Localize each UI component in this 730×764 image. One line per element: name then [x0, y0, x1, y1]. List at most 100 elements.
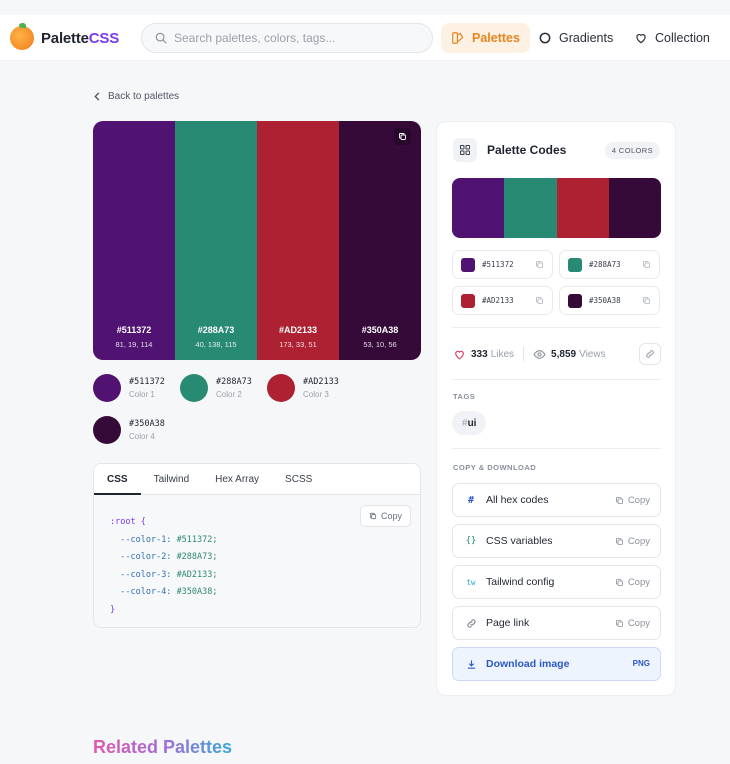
copy-icon [615, 538, 623, 545]
colors-count-badge: 4 COLORS [604, 142, 660, 159]
swatch-4[interactable]: #350A38 53, 10, 56 [339, 121, 421, 360]
chip-hex: #511372 [129, 377, 165, 387]
tab-scss[interactable]: SCSS [285, 473, 313, 485]
search-icon [155, 32, 167, 44]
back-label: Back to palettes [108, 91, 180, 102]
related-palettes-heading: Related Palettes [93, 737, 233, 757]
code-prop: --color-1: [120, 534, 172, 545]
heart-icon [636, 34, 646, 44]
color-chip-3[interactable]: #AD2133 Color 3 [267, 374, 339, 402]
copy-palette-button[interactable] [394, 128, 411, 145]
copy-code-button[interactable]: Copy [359, 505, 411, 527]
share-link-button[interactable] [639, 343, 661, 365]
mini-swatch [608, 178, 661, 238]
copy-page-link-button[interactable]: Page link Copy [452, 606, 661, 640]
swatch-hex: #350A38 [361, 325, 399, 335]
nav-palettes[interactable]: Palettes [441, 23, 530, 53]
circle-icon [539, 32, 551, 44]
tab-hex-array[interactable]: Hex Array [215, 473, 260, 485]
color-dot [180, 374, 208, 402]
back-link[interactable]: Back to palettes [94, 91, 179, 102]
hex-chip-text: #511372 [482, 260, 514, 269]
copy-icon [369, 512, 377, 520]
code-prop: --color-2: [120, 552, 172, 562]
download-format: PNG [632, 659, 650, 668]
hex-chip-text: #AD2133 [482, 296, 514, 305]
logo[interactable]: PaletteCSS [10, 23, 120, 50]
heart-icon[interactable] [453, 348, 466, 361]
swatch-1[interactable]: #511372 81, 19, 114 [93, 121, 175, 360]
tab-tailwind[interactable]: Tailwind [153, 473, 190, 485]
action-label: All hex codes [486, 494, 549, 506]
swatch-rgb: 81, 19, 114 [115, 340, 153, 349]
code-tabs: CSS Tailwind Hex Array SCSS [94, 464, 420, 495]
chevron-left-icon [94, 92, 100, 101]
link-icon [646, 350, 654, 358]
color-dot [93, 416, 121, 444]
code-selector: :root { [110, 517, 146, 527]
swatch-rgb: 173, 33, 51 [279, 340, 317, 349]
app-name: PaletteCSS [41, 29, 120, 47]
copy-all-hex-button[interactable]: # All hex codes Copy [452, 483, 661, 517]
action-copy-label: Copy [627, 618, 650, 629]
action-copy: Copy [615, 536, 650, 547]
swatch-hex: #288A73 [197, 325, 235, 335]
color-chip-2[interactable]: #288A73 Color 2 [180, 374, 252, 402]
code-value: #288A73; [176, 552, 218, 562]
mini-palette [452, 178, 661, 238]
color-chip-1[interactable]: #511372 Color 1 [93, 374, 165, 402]
swatch-hex: #AD2133 [278, 325, 318, 335]
views-label: Views [579, 348, 606, 360]
chip-hex: #AD2133 [303, 377, 339, 387]
tag-ui[interactable]: # ui [452, 411, 487, 435]
copy-css-variables-button[interactable]: {} CSS variables Copy [452, 524, 661, 558]
hex-chip-1[interactable]: #511372 [452, 250, 553, 279]
mini-swatch [556, 178, 609, 238]
copy-icon [643, 297, 650, 304]
copy-tailwind-config-button[interactable]: tw Tailwind config Copy [452, 565, 661, 599]
action-copy-label: Copy [627, 536, 650, 547]
search-bar[interactable] [141, 23, 433, 53]
hex-chip-3[interactable]: #AD2133 [452, 286, 553, 315]
code-value: #350A38; [176, 587, 218, 597]
palette-codes-panel: Palette Codes 4 COLORS #511372 #288A73 #… [436, 121, 676, 696]
link-icon [464, 618, 478, 629]
hex-chip-text: #350A38 [589, 296, 621, 305]
color-chip-4[interactable]: #350A38 Color 4 [93, 416, 165, 444]
copy-download-label: COPY & DOWNLOAD [453, 463, 537, 472]
swatch-hex: #511372 [116, 325, 152, 335]
nav-gradients[interactable]: Gradients [528, 23, 623, 53]
mini-swatch [504, 178, 557, 238]
color-dot [93, 374, 121, 402]
chip-hex: #350A38 [129, 419, 165, 429]
nav-collection[interactable]: Collection [624, 23, 720, 53]
hex-square [568, 257, 582, 272]
likes-label: Likes [490, 348, 515, 360]
code-value: #511372; [176, 534, 218, 545]
hash-icon: # [467, 494, 475, 506]
nav-palettes-label: Palettes [472, 31, 520, 45]
nav-gradients-label: Gradients [559, 31, 614, 45]
copy-icon [615, 497, 623, 504]
chip-name: Color 4 [129, 432, 155, 441]
likes-count: 333 [471, 348, 488, 360]
palette-icon [452, 32, 464, 44]
code-block: :root { --color-1: #511372; --color-2: #… [110, 514, 218, 619]
code-prop: --color-4: [120, 587, 172, 597]
action-label: Page link [486, 617, 530, 629]
tab-css[interactable]: CSS [94, 464, 141, 495]
copy-icon [536, 261, 543, 268]
hex-chip-2[interactable]: #288A73 [559, 250, 660, 279]
download-image-button[interactable]: Download image PNG [452, 647, 661, 681]
search-input[interactable] [174, 31, 414, 45]
hex-chip-4[interactable]: #350A38 [559, 286, 660, 315]
download-icon [464, 659, 478, 670]
swatch-3[interactable]: #AD2133 173, 33, 51 [257, 121, 339, 360]
action-label: CSS variables [486, 535, 553, 547]
swatch-2[interactable]: #288A73 40, 138, 115 [175, 121, 257, 360]
chip-name: Color 2 [216, 390, 242, 399]
copy-icon [536, 297, 543, 304]
nav-collection-label: Collection [655, 31, 710, 45]
action-copy-label: Copy [627, 495, 650, 506]
copy-icon [615, 579, 623, 586]
